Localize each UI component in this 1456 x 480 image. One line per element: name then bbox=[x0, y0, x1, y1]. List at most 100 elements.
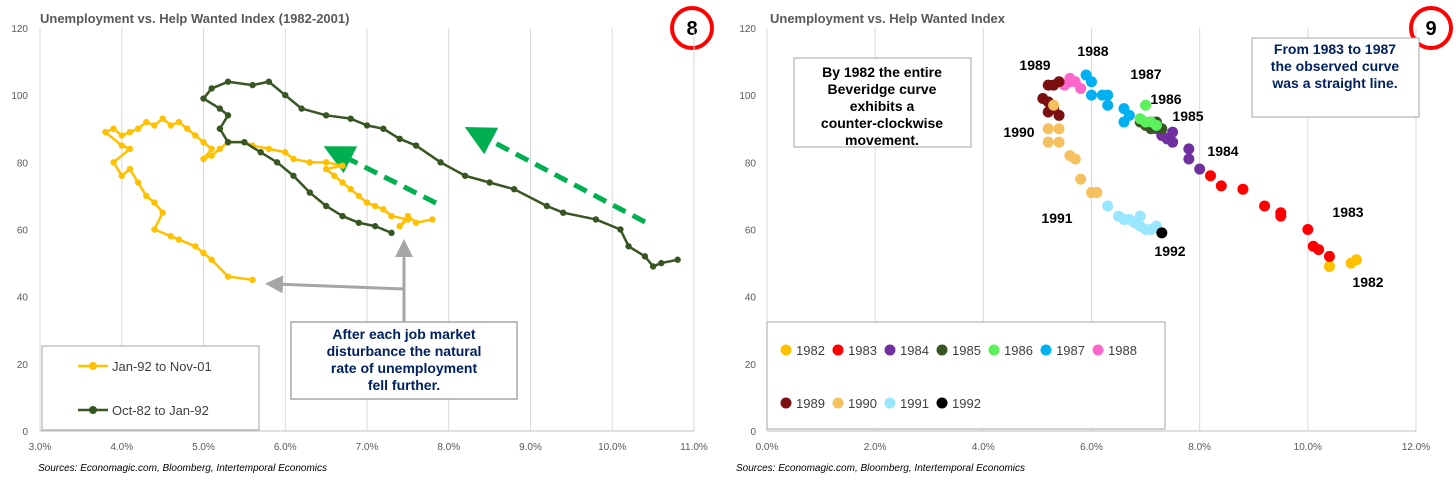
left-y-tick-label: 0 bbox=[22, 427, 28, 438]
data-point bbox=[249, 276, 256, 284]
data-point bbox=[339, 179, 346, 186]
data-point bbox=[216, 105, 224, 112]
data-point bbox=[200, 155, 207, 163]
right-x-tick-label: 6.0% bbox=[1080, 442, 1103, 453]
legend-label-1982: 1982 bbox=[796, 343, 825, 358]
data-point bbox=[363, 199, 371, 206]
left-x-tick-label: 6.0% bbox=[274, 442, 297, 453]
legend-label-1992: 1992 bbox=[952, 396, 981, 411]
data-point bbox=[159, 115, 166, 122]
legend-label-1990: 1990 bbox=[848, 396, 877, 411]
data-point bbox=[200, 249, 207, 257]
year-label: 1985 bbox=[1172, 108, 1203, 124]
data-point bbox=[560, 209, 567, 216]
data-point bbox=[224, 273, 232, 280]
data-point bbox=[371, 222, 379, 230]
data-point bbox=[143, 192, 150, 200]
note-left-box bbox=[793, 57, 972, 148]
data-point bbox=[339, 212, 346, 220]
right-legend-box bbox=[766, 321, 1166, 430]
data-point bbox=[102, 128, 109, 136]
scatter-point-1989 bbox=[1053, 109, 1065, 121]
scatter-point-1984 bbox=[1183, 153, 1195, 165]
left-x-tick-label: 4.0% bbox=[110, 442, 133, 453]
legend-label-1987: 1987 bbox=[1056, 343, 1085, 358]
right-badge-number: 9 bbox=[1425, 18, 1436, 40]
scatter-point-1983 bbox=[1323, 250, 1335, 262]
right-plot-area: 0.0% 2.0% 4.0% 6.0% 8.0% 10.0% 12.0% 0 20 40 60 80 1… bbox=[739, 24, 1430, 453]
year-label: 1987 bbox=[1130, 66, 1161, 82]
scatter-point-1990 bbox=[1069, 153, 1081, 165]
year-label: 1992 bbox=[1154, 243, 1185, 259]
left-x-tick-label: 3.0% bbox=[29, 442, 52, 453]
data-point bbox=[388, 229, 395, 237]
data-point bbox=[306, 159, 313, 166]
scatter-point-1988 bbox=[1064, 72, 1076, 84]
data-point bbox=[290, 155, 297, 163]
data-point bbox=[159, 209, 166, 216]
data-point bbox=[208, 152, 215, 159]
right-source: Sources: Economagic.com, Bloomberg, Inte… bbox=[736, 463, 1025, 474]
data-point bbox=[461, 172, 469, 179]
data-point bbox=[282, 149, 289, 156]
right-x-tick-label: 2.0% bbox=[864, 442, 887, 453]
left-x-tick-label: 7.0% bbox=[356, 442, 379, 453]
right-x-tick-label: 0.0% bbox=[756, 442, 779, 453]
scatter-point-1982 bbox=[1351, 254, 1363, 266]
legend-marker-1987 bbox=[1040, 344, 1052, 356]
scatter-point-1990 bbox=[1053, 136, 1065, 148]
left-x-tick-label: 8.0% bbox=[437, 442, 460, 453]
data-point bbox=[658, 259, 665, 267]
data-point bbox=[322, 165, 330, 173]
legend-swatch-marker bbox=[89, 362, 97, 370]
scatter-point-1990 bbox=[1091, 187, 1103, 199]
data-point bbox=[151, 122, 158, 129]
data-point bbox=[118, 132, 125, 139]
left-y-tick-label: 60 bbox=[17, 226, 29, 237]
scatter-point-1987 bbox=[1096, 89, 1108, 101]
data-point bbox=[322, 202, 330, 210]
data-point bbox=[265, 145, 273, 153]
right-badge-circle bbox=[1409, 6, 1453, 50]
left-x-tick-label: 11.0% bbox=[680, 442, 708, 453]
data-point bbox=[183, 125, 191, 132]
right-y-tick-label: 120 bbox=[739, 24, 756, 35]
year-label: 1982 bbox=[1352, 274, 1383, 290]
right-chart-title: Unemployment vs. Help Wanted Index bbox=[770, 11, 1006, 26]
data-point bbox=[380, 125, 387, 132]
data-point bbox=[331, 172, 338, 179]
data-point bbox=[208, 145, 215, 153]
data-point bbox=[265, 78, 273, 85]
right-y-tick-label: 60 bbox=[745, 226, 757, 237]
scatter-point-1987 bbox=[1118, 103, 1130, 115]
scatter-point-1987 bbox=[1086, 89, 1097, 101]
left-y-tick-label: 80 bbox=[17, 158, 29, 169]
data-point bbox=[175, 118, 183, 126]
scatter-point-1991 bbox=[1102, 200, 1114, 212]
data-point bbox=[396, 135, 403, 143]
scatter-point-1990 bbox=[1042, 136, 1054, 148]
data-point bbox=[355, 192, 363, 200]
data-point bbox=[437, 159, 444, 166]
data-point bbox=[224, 138, 232, 146]
data-point bbox=[200, 138, 207, 146]
scatter-point-1984 bbox=[1167, 126, 1179, 138]
data-point bbox=[322, 159, 330, 166]
scatter-point-1990 bbox=[1075, 173, 1087, 185]
annotation-box bbox=[290, 321, 518, 400]
data-point bbox=[257, 149, 264, 156]
series-line-0 bbox=[104, 117, 433, 282]
year-label: 1984 bbox=[1207, 143, 1238, 159]
scatter-point-1987 bbox=[1102, 99, 1114, 111]
data-point bbox=[412, 142, 420, 149]
scatter-point-1990 bbox=[1048, 99, 1060, 111]
data-point bbox=[363, 122, 371, 129]
data-point bbox=[339, 162, 346, 169]
scatter-point-1992 bbox=[1156, 227, 1168, 239]
right-y-tick-label: 80 bbox=[745, 158, 757, 169]
left-x-tick-label: 9.0% bbox=[519, 442, 542, 453]
data-point bbox=[110, 125, 117, 132]
scatter-point-1983 bbox=[1259, 200, 1271, 212]
right-x-tick-label: 10.0% bbox=[1294, 442, 1322, 453]
data-point bbox=[282, 91, 289, 99]
